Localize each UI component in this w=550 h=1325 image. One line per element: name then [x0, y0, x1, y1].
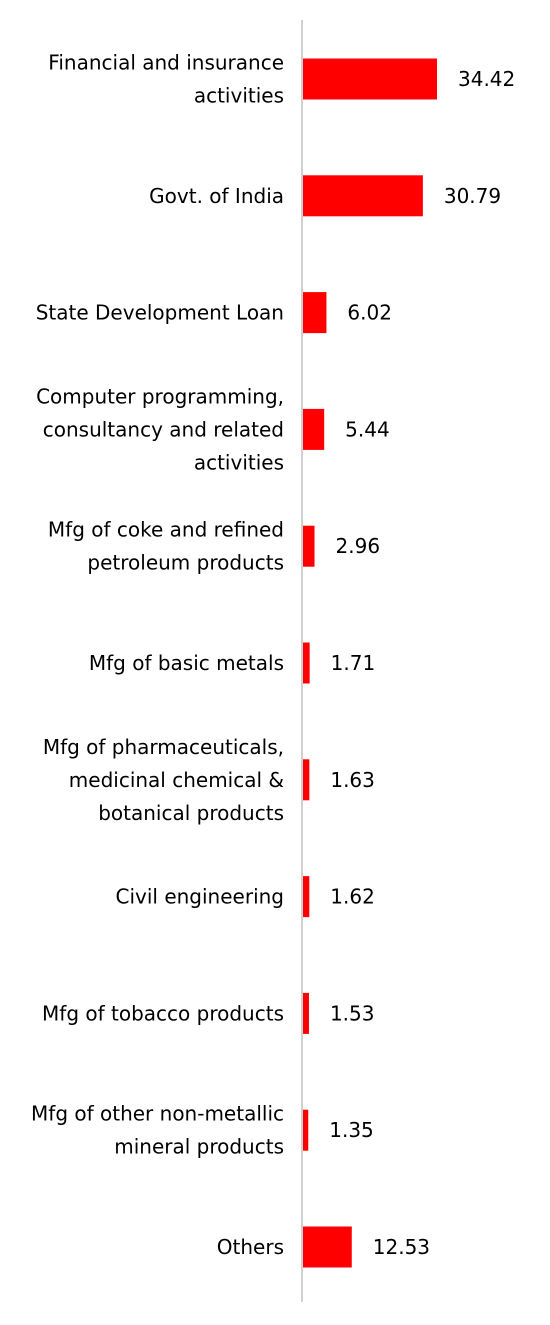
category-label-6-line-2: botanical products	[98, 801, 284, 825]
category-label-3-line-2: activities	[194, 450, 284, 474]
bar-1	[303, 175, 423, 217]
category-label-4: Mfg of coke and refined petroleum product…	[48, 518, 284, 575]
value-label-4: 2.96	[336, 534, 381, 558]
category-label-6: Mfg of pharmaceuticals, medicinal chemica…	[43, 735, 284, 825]
category-label-7-line-0: Civil engineering	[116, 885, 285, 909]
value-label-1: 30.79	[444, 184, 501, 208]
category-label-3-line-1: consultancy and related	[43, 417, 284, 441]
bars-group	[303, 58, 437, 1268]
category-label-8-line-0: Mfg of tobacco products	[42, 1001, 284, 1025]
bar-4	[303, 525, 315, 567]
category-label-9: Mfg of other non-metallic mineral product…	[31, 1102, 284, 1159]
category-label-3-line-0: Computer programming,	[36, 384, 284, 408]
value-labels-group: 34.42 30.79 6.02 5.44 2.96 1.71 1.63 1.62 1.53 1.…	[329, 67, 515, 1259]
category-label-2: State Development Loan	[36, 301, 284, 325]
bar-2	[303, 292, 327, 334]
bar-3	[303, 408, 325, 450]
value-label-0: 34.42	[458, 67, 515, 91]
bar-5	[303, 642, 310, 684]
category-label-7: Civil engineering	[116, 885, 285, 909]
category-label-2-line-0: State Development Loan	[36, 301, 284, 325]
value-label-5: 1.71	[331, 651, 376, 675]
category-label-0-line-0: Financial and insurance	[48, 51, 284, 75]
category-label-9-line-1: mineral products	[114, 1135, 284, 1159]
category-label-5: Mfg of basic metals	[89, 651, 284, 675]
value-label-6: 1.63	[330, 768, 375, 792]
bar-9	[303, 1109, 309, 1151]
bar-10	[303, 1226, 352, 1268]
bar-0	[303, 58, 437, 100]
category-labels-group: Financial and insurance activities Govt. o…	[31, 51, 284, 1260]
value-label-9: 1.35	[329, 1118, 374, 1142]
category-label-6-line-0: Mfg of pharmaceuticals,	[43, 735, 284, 759]
category-label-9-line-0: Mfg of other non-metallic	[31, 1102, 284, 1126]
category-label-8: Mfg of tobacco products	[42, 1001, 284, 1025]
category-label-4-line-1: petroleum products	[87, 551, 284, 575]
category-label-10: Others	[217, 1235, 284, 1259]
value-label-8: 1.53	[330, 1001, 375, 1025]
value-label-2: 6.02	[347, 301, 392, 325]
category-label-6-line-1: medicinal chemical &	[69, 768, 284, 792]
category-label-1-line-0: Govt. of India	[149, 184, 284, 208]
bar-7	[303, 876, 310, 918]
category-label-0-line-1: activities	[194, 84, 284, 108]
category-label-4-line-0: Mfg of coke and refined	[48, 518, 284, 542]
category-label-0: Financial and insurance activities	[48, 51, 284, 108]
value-label-7: 1.62	[330, 885, 375, 909]
category-label-10-line-0: Others	[217, 1235, 284, 1259]
value-label-3: 5.44	[345, 417, 390, 441]
bar-8	[303, 992, 309, 1034]
value-label-10: 12.53	[373, 1235, 430, 1259]
category-label-5-line-0: Mfg of basic metals	[89, 651, 284, 675]
bar-6	[303, 759, 310, 801]
category-label-1: Govt. of India	[149, 184, 284, 208]
category-label-3: Computer programming, consultancy and rel…	[36, 384, 284, 474]
